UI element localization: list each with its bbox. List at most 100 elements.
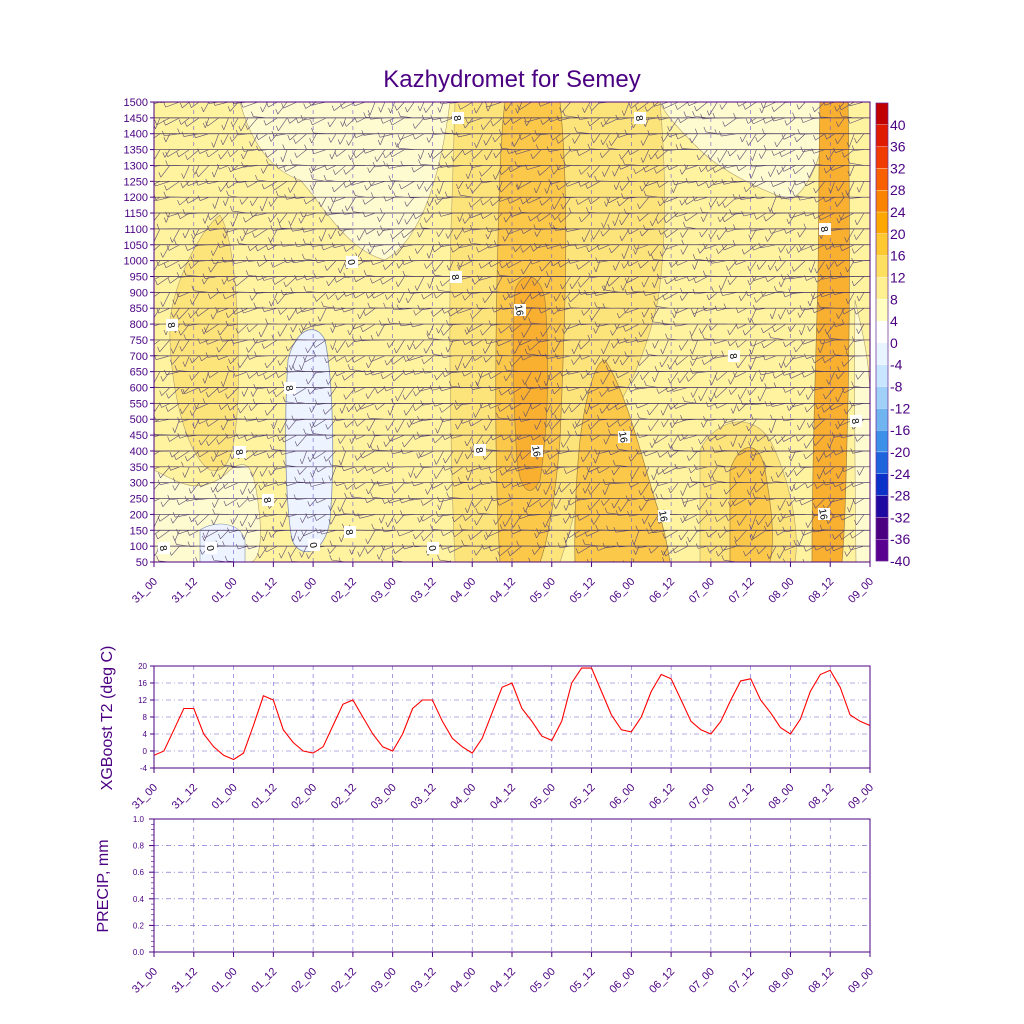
- wind-barb-flag: [311, 453, 315, 460]
- wind-barb: [379, 133, 386, 146]
- wind-barb: [169, 434, 180, 442]
- wind-barb-flag: [366, 413, 370, 419]
- wind-barb: [579, 514, 591, 521]
- wind-barb-flag: [608, 429, 611, 435]
- wind-barb: [766, 387, 777, 389]
- wind-barb-flag: [392, 525, 396, 531]
- wind-barb: [733, 418, 747, 426]
- wind-barb-flag: [413, 310, 416, 316]
- wind-barb: [370, 355, 386, 362]
- wind-barb: [155, 181, 170, 187]
- wind-barb-flag: [308, 168, 312, 174]
- wind-barb: [495, 149, 503, 159]
- wind-barb-flag: [397, 530, 400, 537]
- wind-barb: [181, 339, 190, 352]
- wind-barb-flag: [207, 225, 210, 231]
- wind-barb: [504, 228, 513, 242]
- wind-barb-flag: [468, 212, 471, 219]
- wind-barb-flag: [794, 470, 797, 476]
- wind-barb-flag: [163, 120, 166, 126]
- wind-barb-flag: [197, 451, 200, 458]
- wind-barb-flag: [344, 484, 347, 490]
- wind-barb: [724, 212, 738, 223]
- wind-barb: [654, 371, 659, 383]
- wind-barb-flag: [154, 119, 157, 125]
- wind-barb-flag: [315, 257, 318, 263]
- wind-barb: [191, 371, 200, 381]
- wind-barb-flag: [533, 224, 537, 230]
- wind-barb-flag: [239, 521, 243, 527]
- wind-barb-flag: [149, 220, 151, 225]
- wind-barb: [345, 292, 356, 297]
- wind-barb: [319, 308, 327, 322]
- precip-tick-label: 0.6: [133, 868, 145, 877]
- wind-barb-flag: [538, 291, 541, 297]
- wind-barb: [481, 561, 483, 562]
- wind-barb-flag: [216, 439, 219, 445]
- wind-barb: [493, 498, 503, 502]
- wind-barb: [354, 514, 366, 517]
- wind-barb-flag: [741, 210, 744, 217]
- wind-barb-flag: [282, 144, 285, 150]
- wind-barb: [213, 260, 229, 264]
- wind-barb-flag: [433, 518, 436, 524]
- wind-barb: [758, 514, 767, 526]
- wind-barb-flag: [520, 354, 524, 361]
- wind-barb-flag: [315, 527, 318, 534]
- wind-barb-flag: [318, 217, 322, 223]
- wind-barb-flag: [551, 204, 555, 210]
- wind-barb: [224, 292, 239, 300]
- wind-barb: [413, 561, 415, 562]
- wind-barb: [578, 149, 591, 156]
- wind-barb: [459, 244, 473, 249]
- wind-barb: [441, 117, 454, 123]
- wind-barb-flag: [737, 154, 740, 160]
- wind-barb: [172, 514, 180, 524]
- wind-barb: [804, 561, 806, 562]
- wind-barb: [330, 464, 346, 468]
- wind-barb: [698, 514, 708, 524]
- wind-barb-flag: [656, 273, 660, 279]
- wind-barb: [784, 529, 796, 533]
- wind-barb-flag: [294, 275, 297, 281]
- wind-barb: [367, 387, 376, 399]
- wind-barb: [535, 181, 542, 194]
- contour-label: 8: [449, 274, 461, 282]
- wind-barb: [388, 339, 395, 348]
- wind-barb-flag: [628, 386, 631, 392]
- wind-barb-flag: [498, 129, 502, 135]
- wind-barb-flag: [298, 218, 302, 224]
- wind-barb: [283, 102, 298, 109]
- wind-barb: [822, 276, 835, 280]
- wind-barb-flag: [359, 452, 363, 459]
- wind-barb: [512, 514, 523, 528]
- wind-barb-flag: [299, 458, 303, 465]
- wind-barb: [580, 323, 591, 326]
- wind-barb: [745, 102, 757, 110]
- wind-barb-flag: [699, 328, 702, 334]
- wind-barb: [169, 276, 180, 284]
- wind-barb: [743, 212, 757, 217]
- wind-barb: [379, 212, 386, 222]
- wind-barb-flag: [681, 239, 684, 245]
- wind-barb: [486, 149, 493, 161]
- level-tick-label: 500: [130, 414, 148, 426]
- wind-barb-flag: [780, 274, 784, 280]
- wind-barb: [761, 466, 767, 477]
- wind-barb-flag: [841, 466, 844, 472]
- wind-barb: [657, 149, 669, 159]
- wind-barb: [735, 260, 747, 265]
- wind-barb: [639, 417, 649, 420]
- wind-barb: [286, 260, 297, 264]
- wind-barb-flag: [588, 424, 591, 430]
- wind-barb: [444, 434, 454, 440]
- wind-barb: [638, 450, 649, 455]
- wind-barb: [485, 530, 493, 540]
- wind-barb-flag: [156, 223, 160, 229]
- wind-barb: [555, 466, 571, 469]
- level-tick-label: 700: [130, 351, 148, 363]
- wind-barb-flag: [465, 475, 469, 481]
- wind-barb: [628, 561, 630, 562]
- wind-barb: [432, 117, 444, 121]
- wind-barb-flag: [299, 552, 302, 558]
